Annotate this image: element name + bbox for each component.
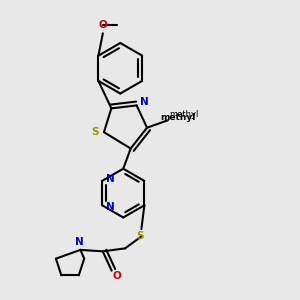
Text: S: S (91, 127, 99, 137)
Text: N: N (75, 236, 83, 247)
Text: N: N (140, 98, 148, 107)
Text: N: N (106, 174, 115, 184)
Text: S: S (136, 232, 144, 242)
Text: O: O (98, 20, 107, 30)
Text: O: O (112, 271, 122, 281)
Text: N: N (106, 202, 115, 212)
Text: methyl: methyl (169, 110, 199, 119)
Text: methyl: methyl (160, 113, 196, 122)
